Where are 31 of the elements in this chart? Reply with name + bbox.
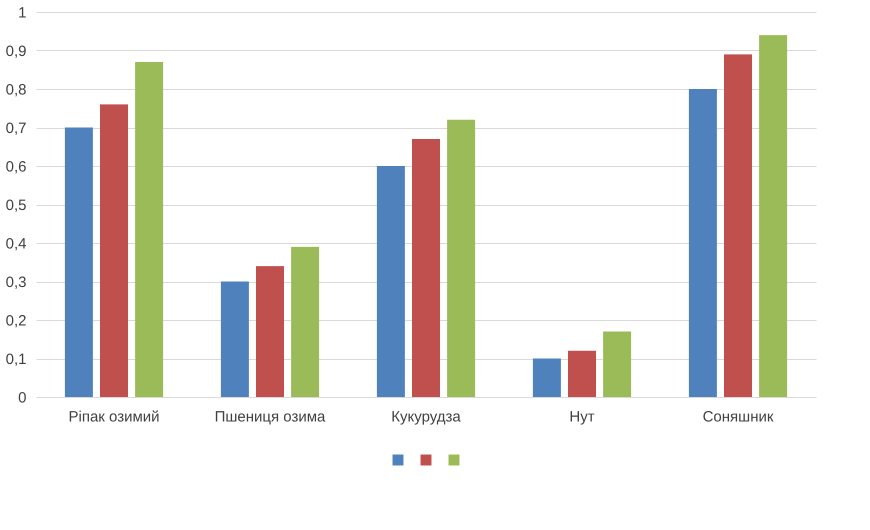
y-tick-label: 0,3 xyxy=(6,274,26,291)
y-tick-label: 0,6 xyxy=(6,158,26,176)
bar xyxy=(135,62,164,397)
bar xyxy=(376,166,405,397)
y-tick-label: 0,9 xyxy=(6,43,26,60)
bar xyxy=(100,104,128,397)
x-tick-label: Соняшник xyxy=(702,408,774,426)
y-tick-label: 0,1 xyxy=(6,351,26,368)
x-tick-label: Кукурудза xyxy=(391,408,462,426)
bar xyxy=(759,35,788,397)
bar xyxy=(603,332,632,397)
y-tick-label: 0,7 xyxy=(6,120,26,137)
y-tick-label: 0 xyxy=(18,390,26,406)
bar xyxy=(64,128,93,397)
y-tick-label: 0,8 xyxy=(6,82,26,98)
bar xyxy=(447,120,476,397)
bar xyxy=(724,54,752,397)
y-tick-label: 0,5 xyxy=(6,197,26,214)
bar xyxy=(412,139,440,397)
x-tick-label: Нут xyxy=(569,408,595,426)
bar xyxy=(291,246,320,397)
bar xyxy=(532,358,561,397)
bar xyxy=(688,89,717,397)
y-tick-label: 0,2 xyxy=(6,312,26,330)
x-tick-label: Ріпак озимий xyxy=(68,408,160,426)
y-tick-label: 1 xyxy=(18,4,26,22)
y-tick-label: 0,4 xyxy=(6,236,26,252)
bar xyxy=(256,266,284,397)
bar xyxy=(568,350,596,397)
bar xyxy=(220,282,249,397)
x-tick-label: Пшениця озима xyxy=(214,408,326,426)
